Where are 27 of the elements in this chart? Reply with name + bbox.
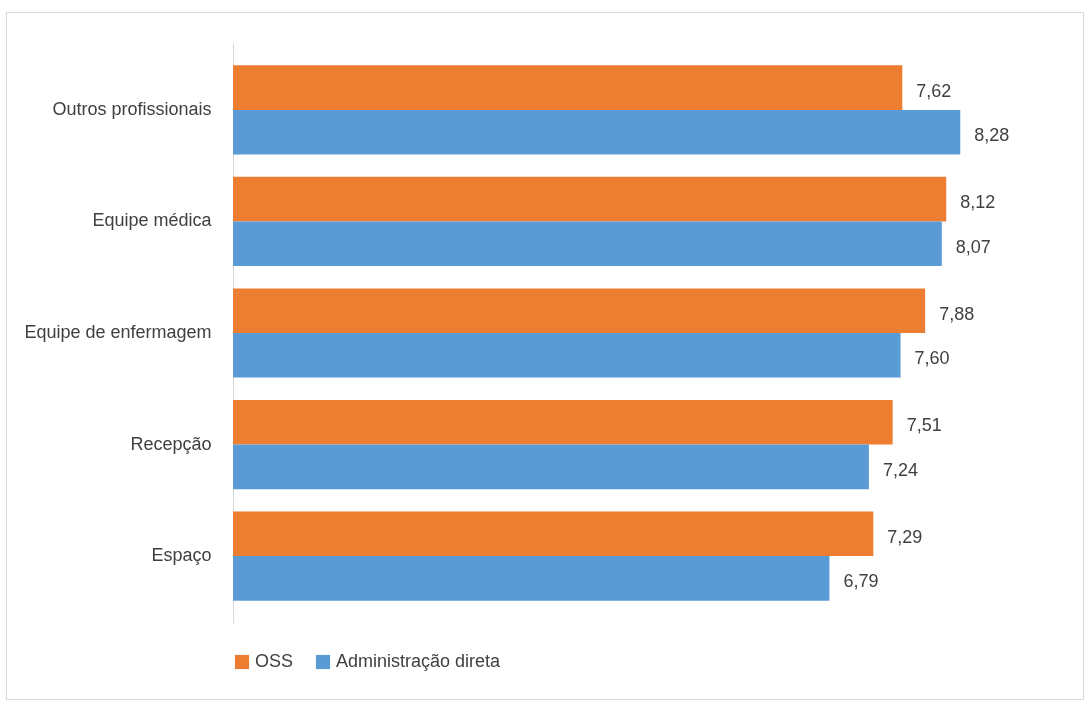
bar [233, 444, 869, 490]
bar [233, 288, 926, 333]
y-tick-label: Equipe de enfermagem [24, 322, 212, 342]
data-label: 8,12 [960, 192, 996, 213]
bar [233, 333, 901, 378]
bar [233, 399, 893, 445]
y-tick-label: Espaço [151, 545, 212, 566]
data-label: 7,24 [882, 459, 918, 480]
legend-label: OSS [255, 651, 294, 671]
data-label: 7,62 [916, 80, 952, 101]
data-label: 7,88 [939, 303, 975, 324]
bar [233, 556, 830, 601]
y-tick-label: Equipe médica [92, 210, 213, 231]
data-label: 7,29 [887, 526, 923, 547]
bar [233, 109, 961, 155]
bar [233, 221, 942, 267]
data-label: 8,28 [974, 125, 1010, 146]
y-tick-label: Outros profissionais [52, 98, 212, 119]
bar [233, 65, 903, 110]
bar [233, 176, 947, 222]
data-label: 7,60 [914, 348, 950, 369]
legend-label: Administração direta [336, 651, 502, 671]
data-label: 6,79 [843, 571, 879, 592]
data-label: 7,51 [906, 415, 942, 436]
bar [233, 511, 874, 557]
y-tick-label: Recepção [130, 433, 212, 454]
data-label: 8,07 [955, 236, 991, 257]
